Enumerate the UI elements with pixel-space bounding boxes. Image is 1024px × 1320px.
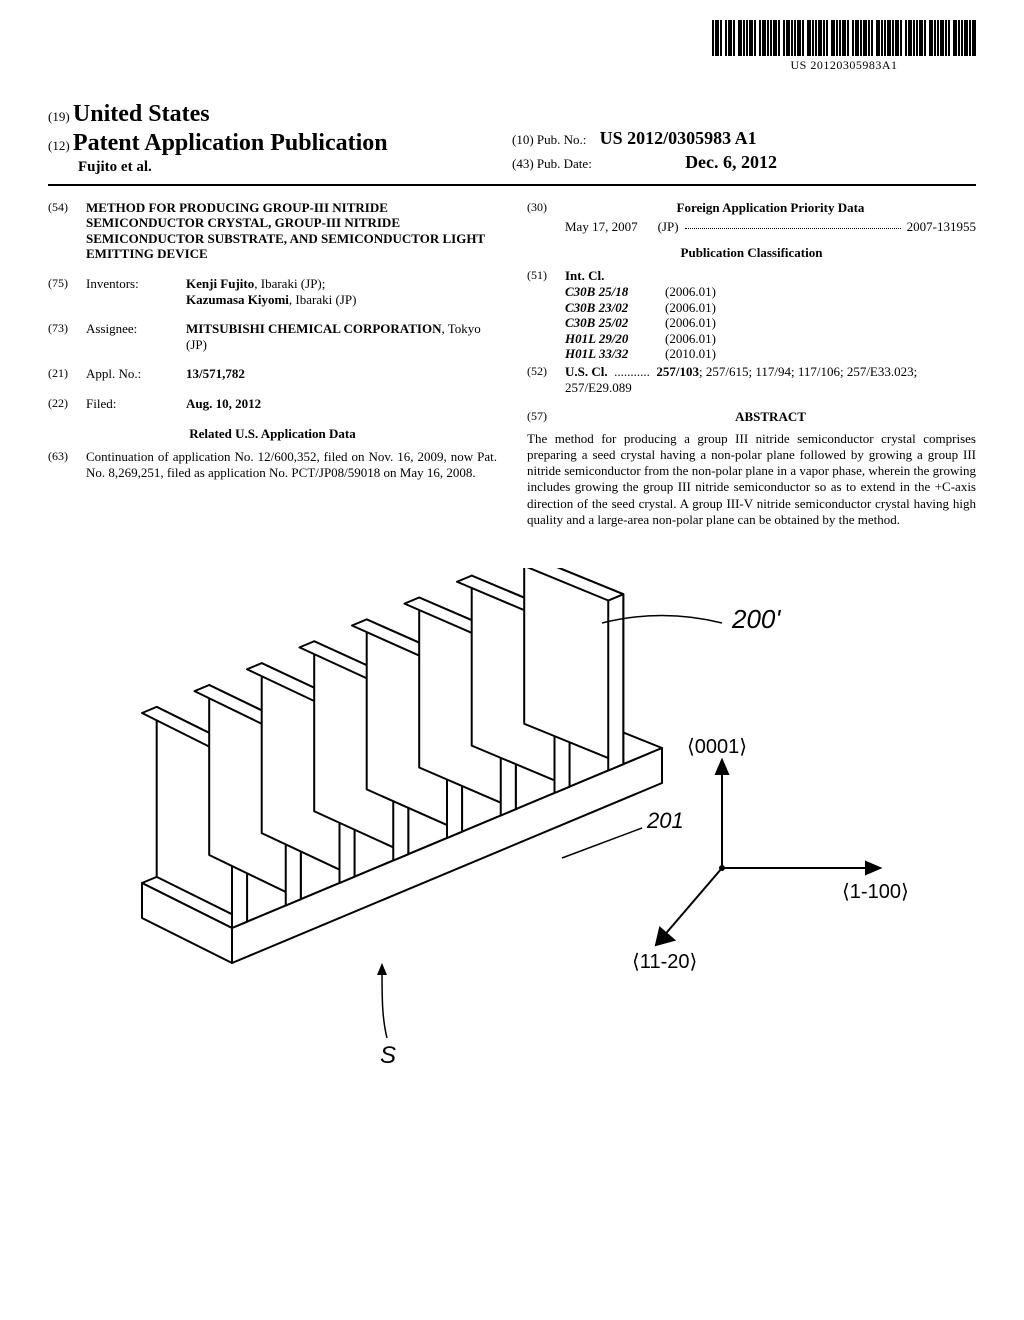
barcode-text: US 20120305983A1 (712, 58, 976, 72)
ref-201: 201 (646, 808, 684, 833)
abstract-head: ABSTRACT (565, 409, 976, 425)
uscl-label: U.S. Cl. (565, 364, 608, 379)
pubdate: Dec. 6, 2012 (685, 152, 777, 172)
intcl-3-ver: (2006.01) (665, 331, 716, 347)
intcl-2-ver: (2006.01) (665, 315, 716, 331)
continuation-text: Continuation of application No. 12/600,3… (86, 449, 497, 480)
uscl-value: U.S. Cl. ........... 257/103; 257/615; 1… (565, 364, 976, 395)
code-57: (57) (527, 409, 565, 425)
classification-head: Publication Classification (527, 245, 976, 261)
inventor-2-loc: , Ibaraki (JP) (289, 292, 357, 307)
assignee-label: Assignee: (86, 321, 186, 352)
axis-11-20: ⟨11-20⟩ (632, 951, 697, 973)
country: United States (73, 101, 210, 127)
code-19: (19) (48, 109, 70, 124)
axis-0001: ⟨0001⟩ (687, 736, 747, 758)
intcl-2-code: C30B 25/02 (565, 315, 665, 331)
ref-200: 200' (731, 604, 781, 634)
code-75: (75) (48, 276, 86, 307)
code-54: (54) (48, 200, 86, 262)
applno-label: Appl. No.: (86, 366, 186, 382)
pub-type: Patent Application Publication (73, 130, 388, 156)
inventors-label: Inventors: (86, 276, 186, 307)
authors: Fujito et al. (78, 158, 512, 176)
publication-header: (19) United States (12) Patent Applicati… (48, 100, 976, 176)
code-63: (63) (48, 449, 86, 480)
priority-cc: (JP) (658, 219, 679, 235)
priority-dots (685, 219, 901, 229)
pubdate-label: Pub. Date: (537, 156, 592, 171)
intcl-1-code: C30B 23/02 (565, 300, 665, 316)
barcode (712, 20, 976, 56)
code-73: (73) (48, 321, 86, 352)
intcl-3-code: H01L 29/20 (565, 331, 665, 347)
header-rule (48, 184, 976, 186)
foreign-head: Foreign Application Priority Data (565, 200, 976, 216)
inventor-1-loc: , Ibaraki (JP); (254, 276, 325, 291)
code-43: (43) (512, 156, 534, 171)
assignee-name: MITSUBISHI CHEMICAL CORPORATION (186, 321, 441, 336)
code-30: (30) (527, 200, 565, 216)
code-21: (21) (48, 366, 86, 382)
intcl-0-ver: (2006.01) (665, 284, 716, 300)
invention-title: METHOD FOR PRODUCING GROUP-III NITRIDE S… (86, 200, 497, 262)
applno: 13/571,782 (186, 366, 497, 382)
bibliographic-data: (54) METHOD FOR PRODUCING GROUP-III NITR… (48, 200, 976, 529)
uscl-lead: 257/103 (656, 364, 699, 379)
priority-no: 2007-131955 (907, 219, 976, 235)
assignee-value: MITSUBISHI CHEMICAL CORPORATION, Tokyo (… (186, 321, 497, 352)
code-22: (22) (48, 396, 86, 412)
barcode-block: US 20120305983A1 (712, 20, 976, 72)
filed-date: Aug. 10, 2012 (186, 396, 497, 412)
intcl-4-code: H01L 33/32 (565, 346, 665, 362)
code-12: (12) (48, 138, 70, 153)
abstract-text: The method for producing a group III nit… (527, 431, 976, 529)
pubno: US 2012/0305983 A1 (600, 128, 757, 148)
intcl-block: Int. Cl. C30B 25/18(2006.01) C30B 23/02(… (565, 268, 976, 362)
ref-S: S (380, 1042, 396, 1069)
inventor-2-name: Kazumasa Kiyomi (186, 292, 289, 307)
patent-figure: 200' 201 S ⟨0001⟩ ⟨1-100⟩ ⟨11-20⟩ (82, 568, 942, 1088)
inventors-list: Kenji Fujito, Ibaraki (JP); Kazumasa Kiy… (186, 276, 497, 307)
pubno-label: Pub. No.: (537, 132, 586, 147)
uscl-rest: ; 257/615; 117/94; 117/106; 257/E33.023;… (565, 364, 917, 395)
code-52: (52) (527, 364, 565, 395)
code-10: (10) (512, 132, 534, 147)
related-head: Related U.S. Application Data (48, 426, 497, 442)
figure-area: 200' 201 S ⟨0001⟩ ⟨1-100⟩ ⟨11-20⟩ (48, 568, 976, 1092)
filed-label: Filed: (86, 396, 186, 412)
intcl-0-code: C30B 25/18 (565, 284, 665, 300)
priority-date: May 17, 2007 (565, 219, 638, 235)
left-column: (54) METHOD FOR PRODUCING GROUP-III NITR… (48, 200, 497, 529)
code-51: (51) (527, 268, 565, 362)
intcl-4-ver: (2010.01) (665, 346, 716, 362)
right-column: (30) Foreign Application Priority Data M… (527, 200, 976, 529)
intcl-label: Int. Cl. (565, 268, 976, 284)
axis-1-100: ⟨1-100⟩ (842, 881, 909, 903)
intcl-1-ver: (2006.01) (665, 300, 716, 316)
inventor-1-name: Kenji Fujito (186, 276, 254, 291)
